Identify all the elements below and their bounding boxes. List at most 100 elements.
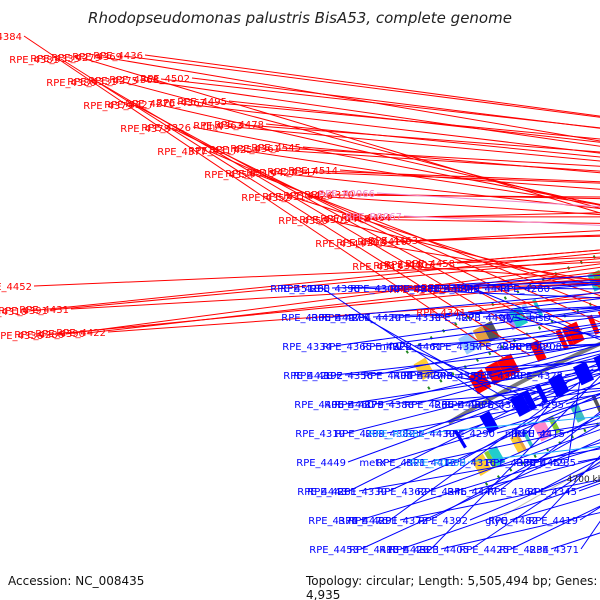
reverse-cog-feature [521,429,534,448]
leader-line [388,393,600,492]
gene-label: RPE_4495 [177,97,227,108]
gene-label: nifH [505,429,525,440]
gene-label: RPE_4463 [368,236,418,247]
leader-line [228,100,600,143]
gene-label: RPE_4392 [418,516,468,527]
gene-label: RPE_4347 [267,167,317,178]
gene-label: RPE_4301 [299,215,349,226]
leader-line [302,146,600,174]
scale-labels: 5100 kbp5050 kbp5000 kbp4950 kbp4900 kbp… [567,475,600,485]
gene-label: RPE_4444 [460,284,510,295]
leader-line [428,429,600,492]
gene-label: RPE_4502 [140,74,190,85]
gene-label: RPE_4179 [334,400,384,411]
leader-line [457,381,600,463]
leader-line [244,124,600,153]
gene-label: RPE_4317 [188,146,238,157]
gene-label: RPE_4355 [433,371,483,382]
gene-label: RPE_4313 [400,284,450,295]
gene-label: RPE_4308 [350,284,400,295]
forward-cog-feature [472,325,491,347]
gene-labels: RPE_4384 RPE_4381 RPE_4380 RPE_4379 RPE_4378… [0,32,579,556]
gene-label: RPE_4284 [321,313,371,324]
leader-line [65,263,600,335]
leader-line [483,325,600,347]
leader-line [472,271,600,288]
leader-line [192,126,600,205]
leader-line [350,218,600,224]
leader-line [373,316,600,347]
gene-label: RPE_4291 [348,516,398,527]
leader-line [399,479,600,521]
leader-line [419,235,600,241]
gene-label: RPE_4326 [141,123,191,134]
gene-label: RPE_4416 [357,237,407,248]
gene-label: RPE_4404 [363,371,413,382]
leader-line [318,170,600,183]
leader-line [456,382,600,434]
leader-line [171,127,583,331]
gene-label: RPE_4296 [336,238,386,249]
gene-label: RPE_4328 [513,371,563,382]
leader-line [144,54,600,117]
reverse-cog-feature [510,435,524,454]
gene-label: RPE_4310 [0,307,27,318]
leader-line [471,287,600,341]
gene-label: RPE_4369 [72,52,122,63]
leader-line [451,266,600,289]
reverse-gene-feature [535,383,549,404]
gene-label: RPE_4497 [311,313,361,324]
gene-label: RPE_4422 [56,328,106,339]
leader-line [260,148,600,172]
genome-stats-label: Topology: circular; Length: 5,505,494 bp… [306,574,598,600]
leader-line [366,242,600,282]
gene-label: RPE_4279 [51,53,101,64]
gene-label: RPE_4419 [528,516,578,527]
leader-line [28,252,600,312]
gene-label: RPE_4390 [35,329,85,340]
leader-line [442,298,600,318]
gene-label: RPE_4400 [421,283,471,294]
leader-line [345,365,600,405]
accession-label: Accession: NC_008435 [8,574,145,588]
gene-label: RPE_4459 [516,458,566,469]
leader-line [102,56,600,142]
leader-line [385,387,600,405]
gene-label: RPE_4494 [461,313,511,324]
gene-label: RPE_4476 [338,516,388,527]
gene-label: RPE_4314 [262,192,312,203]
gene-label: RPE_4318 [373,261,423,272]
leader-line [511,283,600,289]
leader-line [255,173,600,309]
gene-label: RPE_4286 [14,330,64,341]
gene-label: RPE_4431 [19,305,69,316]
gene-label: RPE_4354 [204,170,254,181]
reverse-gene-feature [479,410,499,434]
gene-label: RPE_4321 [376,458,426,469]
leader-line [81,57,600,214]
gene-label: RPE_4350 [278,216,328,227]
gene-label: RPE_4344 [315,239,365,250]
gene-label: RPE_4316 [446,458,496,469]
gene-label: RPE_4305 [281,313,331,324]
gene-label: RPE_4389 [473,371,523,382]
gene-label: RPE_4295 [514,400,564,411]
forward-gene-feature [529,340,547,362]
leader-line [512,316,600,338]
leader-line [408,230,600,242]
gene-label: purU [511,429,535,440]
leader-line [333,308,600,347]
gene-label: RPE_4348 [403,371,453,382]
leader-line [401,274,600,289]
leader-line [347,369,600,463]
gene-label: RPE_4266 [404,400,454,411]
leader-line [313,195,600,216]
gene-label: RPE_4377 [157,147,207,158]
gene-label: nifW [379,342,402,353]
leader-line [413,332,600,347]
gene-label: RPE_4365 [322,342,372,353]
leader-line [107,296,600,333]
gene-label: RPE_4398 [310,284,360,295]
gene-label: RPE_4319 [295,429,345,440]
